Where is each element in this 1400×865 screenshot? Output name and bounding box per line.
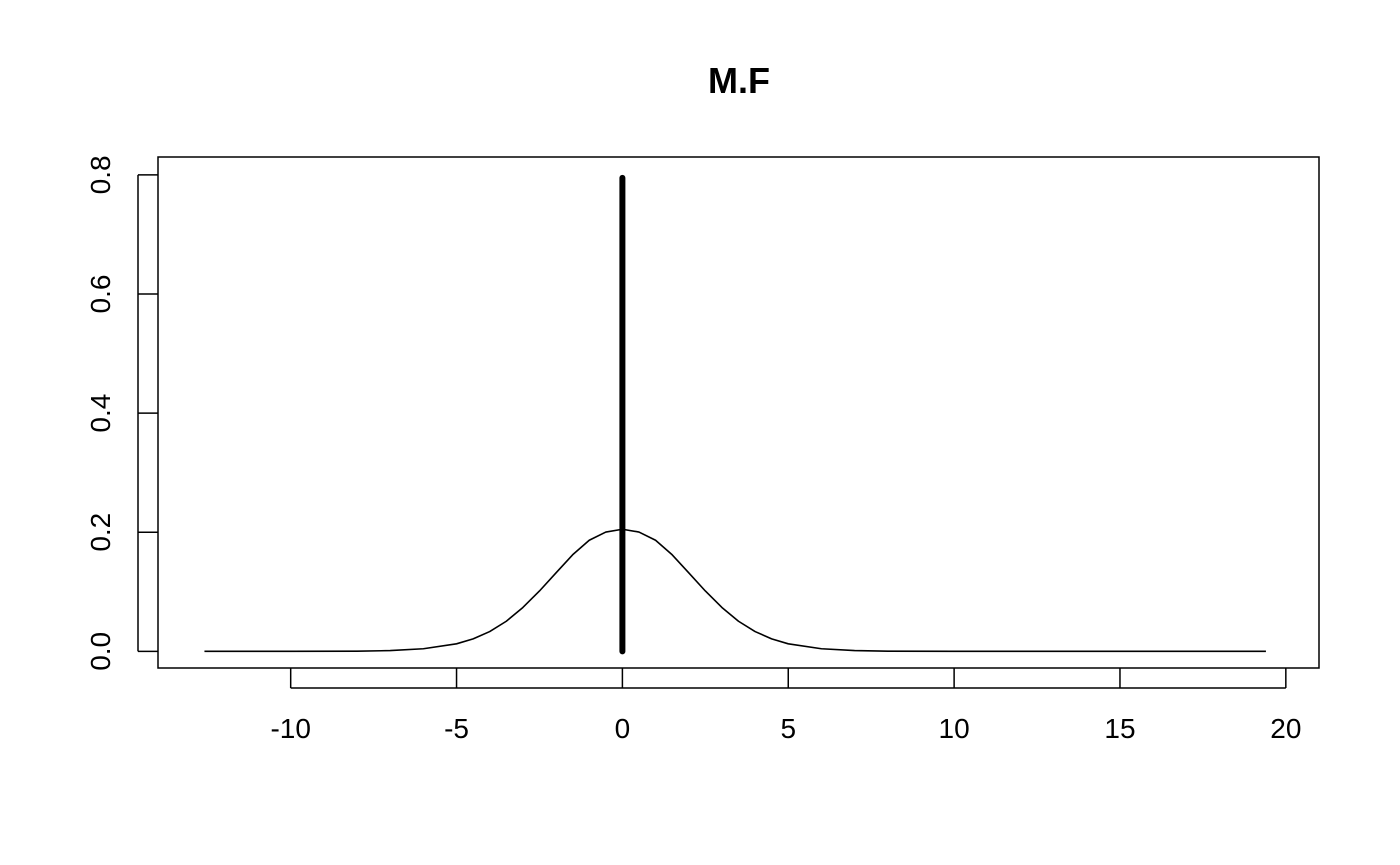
chart-title: M.F — [708, 60, 770, 101]
plot-area-frame — [157, 156, 1320, 669]
y-axis: 0.0 0.2 0.4 0.6 0.8 — [85, 155, 158, 671]
x-tick-label: -10 — [270, 713, 310, 744]
x-tick-label: 10 — [939, 713, 970, 744]
density-curve — [204, 528, 1266, 653]
y-tick-label: 0.6 — [85, 275, 116, 314]
y-tick-label: 0.2 — [85, 513, 116, 552]
y-tick-label: 0.4 — [85, 394, 116, 433]
x-tick-label: 20 — [1270, 713, 1301, 744]
x-axis: -10 -5 0 5 10 15 20 — [270, 668, 1301, 744]
x-tick-label: 5 — [780, 713, 796, 744]
x-tick-label: -5 — [444, 713, 469, 744]
x-tick-label: 0 — [615, 713, 631, 744]
x-tick-label: 15 — [1104, 713, 1135, 744]
series-layer — [204, 174, 1266, 655]
y-tick-label: 0.8 — [85, 155, 116, 194]
y-tick-label: 0.0 — [85, 632, 116, 671]
